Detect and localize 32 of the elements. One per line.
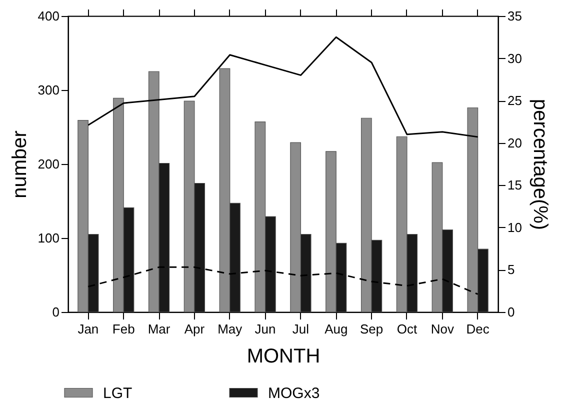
- y-axis-title: number: [8, 130, 31, 198]
- x-tick-label: Mar: [148, 322, 171, 336]
- y-tick-label: 400: [38, 8, 60, 24]
- x-axis-title: MONTH: [246, 346, 320, 368]
- y2-tick-label: 15: [508, 178, 522, 193]
- x-tick-label: Nov: [430, 322, 454, 336]
- y2-tick-label: 0: [508, 304, 515, 320]
- x-tick-label: Feb: [112, 322, 135, 336]
- y-tick-label: 200: [38, 156, 60, 172]
- y2-tick-label: 5: [508, 262, 515, 278]
- y2-axis-title: percentage(%): [528, 98, 551, 230]
- x-tick-label: Apr: [184, 322, 206, 336]
- legend-label: LGT: [103, 384, 132, 402]
- y2-tick-label: 25: [508, 93, 522, 108]
- y2-tick-label: 35: [508, 8, 522, 24]
- y-tick-label: 100: [38, 230, 60, 246]
- x-tick-label: Jan: [78, 322, 99, 336]
- y2-tick-label: 10: [508, 220, 522, 235]
- x-tick-label: Jun: [254, 322, 276, 336]
- x-tick-label: Sep: [360, 322, 384, 336]
- y2-tick-label: 30: [508, 50, 522, 66]
- x-tick-label: Dec: [466, 322, 490, 336]
- line-series: [87, 266, 479, 295]
- x-tick-label: May: [218, 322, 243, 336]
- line-series: [87, 36, 479, 138]
- y-tick-label: 300: [38, 82, 60, 98]
- x-tick-label: Jul: [292, 322, 310, 336]
- legend-label: MOGx3: [268, 384, 320, 402]
- x-tick-label: Oct: [396, 322, 418, 336]
- y2-tick-label: 20: [508, 135, 522, 150]
- x-tick-label: Aug: [324, 322, 348, 336]
- y-tick-label: 0: [52, 304, 60, 320]
